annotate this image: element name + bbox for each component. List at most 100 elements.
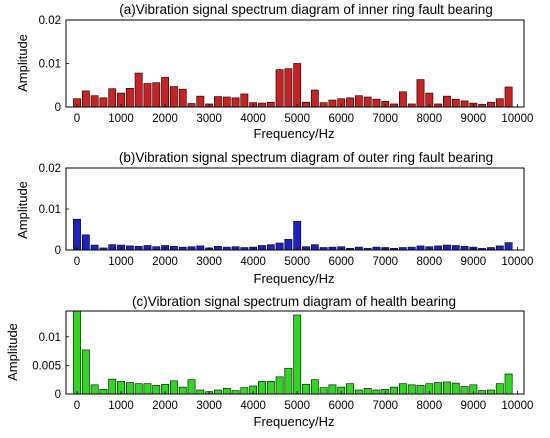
panel-a-bar — [293, 63, 302, 108]
panel-c-bar — [478, 390, 487, 395]
panel-a-x-tick-label: 10000 — [501, 113, 533, 125]
panel-a-bar — [328, 99, 337, 108]
panel-c-x-tick-label: 5000 — [284, 400, 310, 412]
panel-b-bar — [275, 242, 284, 251]
panel-c-bar — [434, 382, 443, 395]
panel-a-bars — [73, 63, 513, 108]
panel-c-ylabel: Amplitude — [5, 323, 20, 381]
panel-c-bar — [460, 386, 469, 395]
panel-b-bar — [81, 234, 90, 251]
panel-b-title: (b)Vibration signal spectrum diagram of … — [119, 150, 493, 165]
panel-c-x-tick-label: 4000 — [240, 400, 266, 412]
panel-c-x-tick-label: 0 — [74, 400, 80, 412]
panel-a-y-tick-label: 0 — [55, 102, 61, 114]
panel-b-bar — [258, 245, 266, 251]
panel-b-y-ticks: 0 0.01 0.02 — [39, 163, 69, 257]
panel-a-x-tick-label: 8000 — [417, 113, 443, 125]
panel-a-x-tick-label: 4000 — [240, 113, 266, 125]
panel-a-bar — [372, 98, 381, 108]
panel-c-x-tick-label: 3000 — [196, 400, 222, 412]
panel-a-bar — [169, 86, 178, 108]
panel-c-bar — [416, 385, 425, 395]
panel-a-bar — [416, 79, 425, 108]
panel-c-bar — [363, 387, 372, 395]
panel-b-bar — [504, 242, 513, 251]
panel-c-plot-frame — [65, 310, 525, 395]
panel-a-bar — [108, 88, 117, 108]
panel-b-bar — [293, 221, 302, 251]
panel-c-bar — [372, 389, 381, 395]
panel-b-x-tick-label: 7000 — [372, 256, 398, 268]
panel-a-bar — [178, 88, 187, 108]
panel-c-bar — [451, 382, 460, 395]
panel-c-x-tick-label: 10000 — [501, 400, 533, 412]
panel-b-bar — [310, 244, 319, 251]
panel-b-x-tick-label: 8000 — [417, 256, 443, 268]
panel-b-x-tick-label: 4000 — [240, 256, 266, 268]
panel-c-bar — [169, 380, 178, 395]
panel-c-bar — [81, 349, 90, 395]
panel-b-bar — [284, 239, 293, 251]
panel-c-x-tick-label: 2000 — [152, 400, 178, 412]
panel-a-x-tick-label: 0 — [74, 113, 80, 125]
panel-c-bar — [73, 310, 81, 395]
panel-a-bar — [161, 77, 169, 108]
panel-c-bar — [495, 383, 504, 395]
panel-c-bar — [310, 379, 319, 395]
panel-c-bar — [275, 376, 284, 395]
panel-a-bar — [187, 103, 196, 108]
panel-a: (a)Vibration signal spectrum diagram of … — [15, 2, 533, 141]
panel-a-bar — [196, 95, 205, 108]
panel-a-x-tick-label: 6000 — [328, 113, 354, 125]
panel-a-bar — [214, 96, 222, 108]
panel-b-x-ticks: 0 1000 2000 3000 4000 5000 6000 7000 8000 9000 100… — [74, 247, 533, 268]
panel-c-bar — [240, 387, 249, 395]
panel-c-bar — [398, 383, 407, 395]
panel-a-bar — [81, 90, 90, 108]
panel-c-x-tick-label: 8000 — [417, 400, 443, 412]
panel-c-x-tick-label: 6000 — [328, 400, 354, 412]
panel-c-x-tick-label: 7000 — [372, 400, 398, 412]
panel-a-bar — [451, 98, 460, 108]
panel-c-bar — [346, 383, 354, 395]
panel-b-bar — [134, 246, 143, 251]
panel-b-plot-frame — [65, 167, 525, 251]
panel-b-bar — [73, 218, 81, 251]
panel-c-bar — [266, 381, 275, 395]
panel-c-bar — [187, 379, 196, 395]
panel-c-bar — [328, 384, 337, 395]
panel-b-bar — [495, 245, 504, 251]
panel-a-plot-frame — [65, 19, 525, 108]
panel-b-bar — [416, 245, 425, 251]
panel-a-y-ticks: 0 0.01 0.02 — [39, 15, 69, 114]
panel-c-bar — [214, 389, 222, 395]
panel-c-bar — [443, 381, 451, 395]
panel-c-y-tick-label: 0.005 — [32, 360, 61, 372]
panel-a-bar — [310, 89, 319, 108]
panel-b-xlabel: Frequency/Hz — [254, 271, 335, 286]
panel-a-bar — [240, 93, 249, 108]
panel-b-ylabel: Amplitude — [15, 181, 30, 239]
panel-c-bar — [293, 314, 302, 395]
panel-c: (c)Vibration signal spectrum diagram of … — [5, 294, 533, 429]
panel-a-bar — [398, 91, 407, 108]
panel-c-bar — [354, 389, 363, 395]
panel-a-x-ticks: 0 1000 2000 3000 4000 5000 6000 7000 8000 9000 100… — [74, 104, 533, 125]
panel-c-bar — [319, 387, 328, 395]
panel-b-bar — [90, 244, 99, 251]
panel-b-x-tick-label: 10000 — [501, 256, 533, 268]
panel-b-bar — [196, 245, 205, 251]
panel-a-bar — [487, 101, 495, 108]
panel-c-xlabel: Frequency/Hz — [254, 414, 335, 429]
panel-b-x-tick-label: 5000 — [284, 256, 310, 268]
panel-c-bar — [143, 383, 152, 395]
panel-a-bar — [90, 95, 99, 108]
panel-a-ylabel: Amplitude — [15, 34, 30, 92]
panel-a-bar — [504, 86, 513, 108]
panel-c-x-tick-label: 9000 — [461, 400, 487, 412]
panel-b: (b)Vibration signal spectrum diagram of … — [15, 150, 533, 286]
panel-c-bar — [407, 384, 416, 395]
panel-c-bar — [487, 389, 495, 395]
panel-c-bar — [134, 383, 143, 395]
